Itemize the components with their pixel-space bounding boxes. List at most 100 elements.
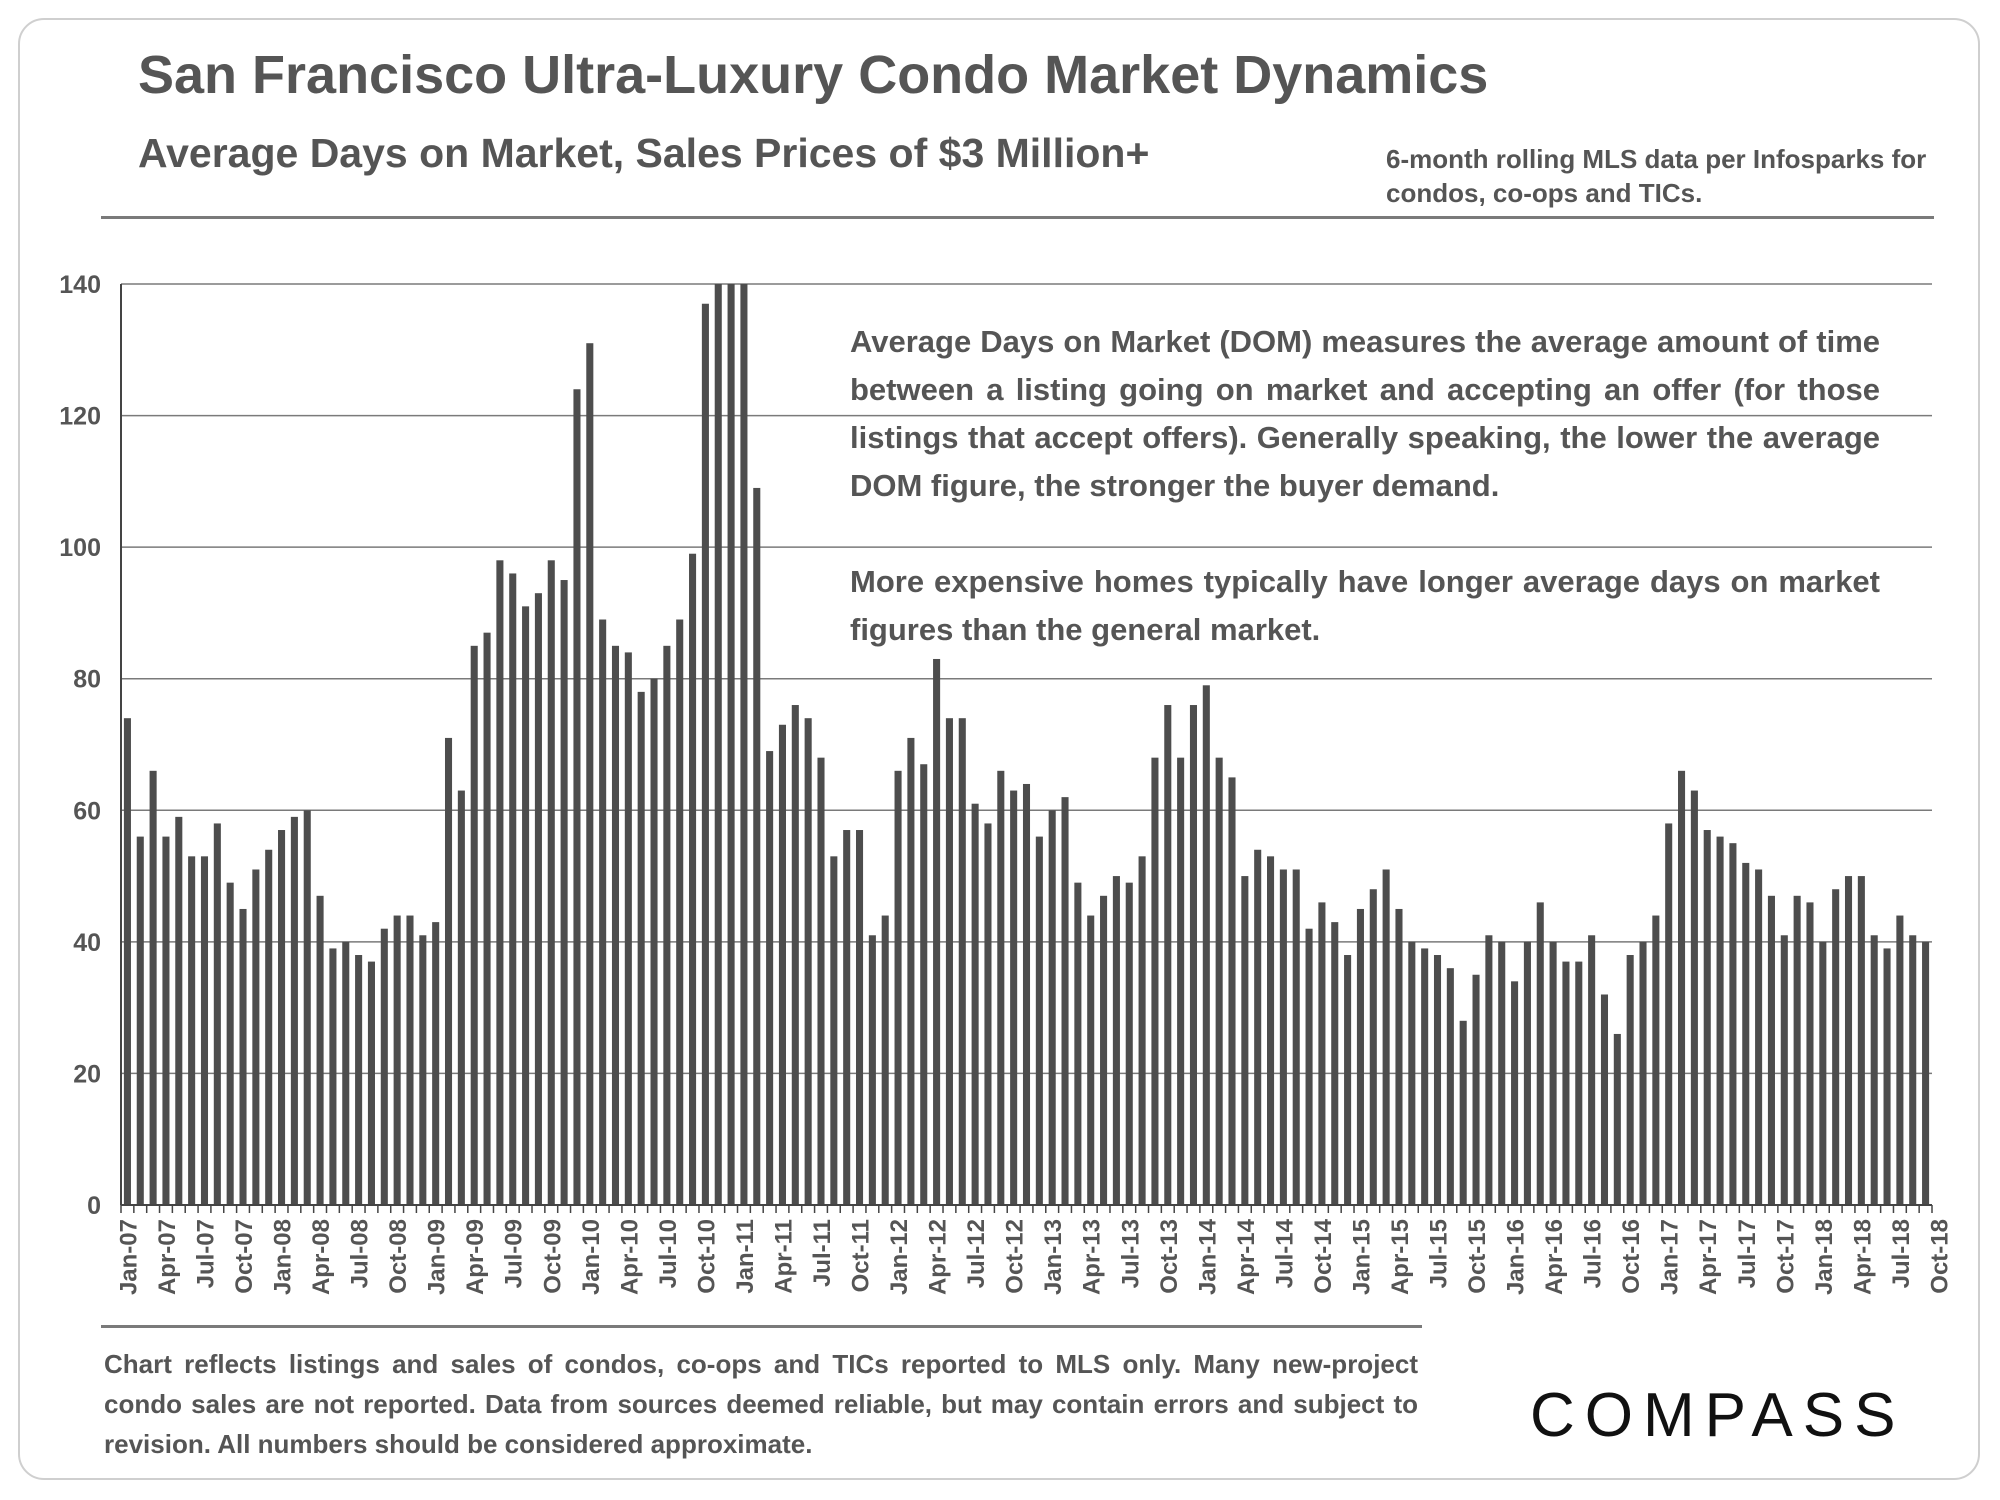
bar (1395, 908, 1403, 1205)
header-divider (101, 216, 1934, 219)
bar (213, 823, 221, 1205)
bar (920, 764, 928, 1205)
bar-series (123, 284, 1930, 1206)
bar (1472, 974, 1480, 1205)
bar (573, 389, 581, 1205)
bar (1690, 790, 1698, 1205)
bar (586, 343, 594, 1205)
x-tick-label: Jul-15 (1426, 1219, 1453, 1288)
bar (1074, 882, 1082, 1205)
bar (1755, 869, 1763, 1205)
y-tick-label: 40 (73, 929, 101, 957)
y-tick-label: 0 (87, 1192, 101, 1220)
compass-logo: COMPASS (1530, 1381, 1895, 1450)
bar (1678, 770, 1686, 1205)
bar (1318, 902, 1326, 1205)
bar (303, 810, 311, 1205)
bar (252, 869, 260, 1205)
x-tick-label: Jan-08 (270, 1219, 297, 1295)
bar (1382, 869, 1390, 1205)
bar (496, 560, 504, 1205)
bar (1729, 843, 1737, 1205)
bar (1100, 895, 1108, 1205)
y-tick-labels: 0 20 40 60 80 100 120 140 (59, 271, 101, 1220)
bar (278, 830, 286, 1205)
bar (329, 948, 337, 1205)
bar (432, 922, 440, 1205)
x-tick-label: Jan-07 (115, 1219, 142, 1295)
bar (791, 705, 799, 1205)
bar (1408, 941, 1416, 1205)
bar (1112, 876, 1120, 1205)
dom-explanation-paragraph-1: Average Days on Market (DOM) measures th… (850, 324, 1880, 503)
bar (894, 770, 902, 1205)
x-tick-label: Apr-18 (1849, 1219, 1876, 1295)
bar (1626, 955, 1634, 1205)
y-tick-label: 120 (59, 403, 101, 431)
bar (1703, 830, 1711, 1205)
x-tick-label: Oct-11 (848, 1219, 875, 1292)
x-tick-label: Apr-17 (1695, 1219, 1722, 1295)
x-tick-label: Oct-10 (693, 1219, 720, 1294)
bar (1780, 935, 1788, 1205)
bar (1600, 994, 1609, 1205)
bar (1087, 915, 1095, 1205)
bar (1356, 908, 1364, 1205)
bar (1215, 757, 1223, 1205)
x-tick-label: Oct-14 (1310, 1218, 1337, 1293)
x-tick-label: Oct-08 (385, 1219, 412, 1294)
bar (1716, 836, 1724, 1205)
x-tick-label: Jul-09 (501, 1219, 528, 1288)
bar (1151, 757, 1159, 1205)
bar (1857, 876, 1865, 1205)
bar (419, 935, 427, 1205)
bar (1189, 705, 1198, 1205)
x-tick-label: Jan-18 (1811, 1219, 1838, 1295)
bar (1767, 895, 1775, 1205)
x-tick-label: Apr-08 (308, 1219, 335, 1295)
dom-explanation: Average Days on Market (DOM) measures th… (850, 318, 1880, 702)
bar (1806, 902, 1814, 1205)
bar (444, 737, 453, 1205)
y-tick-label: 140 (59, 271, 101, 299)
bar (958, 718, 966, 1205)
x-tick-label: Jan-15 (1348, 1219, 1375, 1295)
bar (778, 724, 786, 1205)
bar (1819, 941, 1827, 1205)
x-tick-label: Jan-09 (424, 1219, 451, 1295)
x-tick-label: Jul-07 (192, 1219, 219, 1288)
x-tick-label: Jan-13 (1040, 1219, 1067, 1295)
bar (1793, 895, 1801, 1205)
bar (1254, 849, 1262, 1205)
bar (1048, 810, 1056, 1205)
bar (1035, 836, 1043, 1205)
x-tick-label: Apr-11 (770, 1219, 797, 1294)
bar (599, 619, 607, 1205)
bar (1665, 823, 1673, 1205)
bar (367, 961, 375, 1205)
bar (804, 718, 812, 1205)
bar (1344, 955, 1352, 1205)
bar (470, 645, 478, 1205)
bar (714, 284, 722, 1205)
bar (689, 553, 697, 1205)
bar (1562, 961, 1570, 1205)
bar (316, 895, 324, 1205)
bar (1896, 915, 1904, 1205)
bar (1870, 935, 1878, 1205)
bar (855, 830, 864, 1205)
bar (149, 770, 157, 1205)
bar (1369, 889, 1377, 1205)
bar (1292, 869, 1300, 1205)
x-tick-label: Apr-09 (462, 1219, 489, 1295)
bar (226, 882, 234, 1205)
bar (1549, 941, 1557, 1205)
x-tick-label: Oct-12 (1002, 1219, 1029, 1294)
bar (509, 573, 517, 1205)
footer-divider (101, 1325, 1422, 1328)
bar (457, 790, 465, 1205)
bar (1536, 902, 1544, 1205)
bar (1652, 915, 1660, 1205)
bar (727, 284, 735, 1205)
bar (1498, 941, 1506, 1205)
